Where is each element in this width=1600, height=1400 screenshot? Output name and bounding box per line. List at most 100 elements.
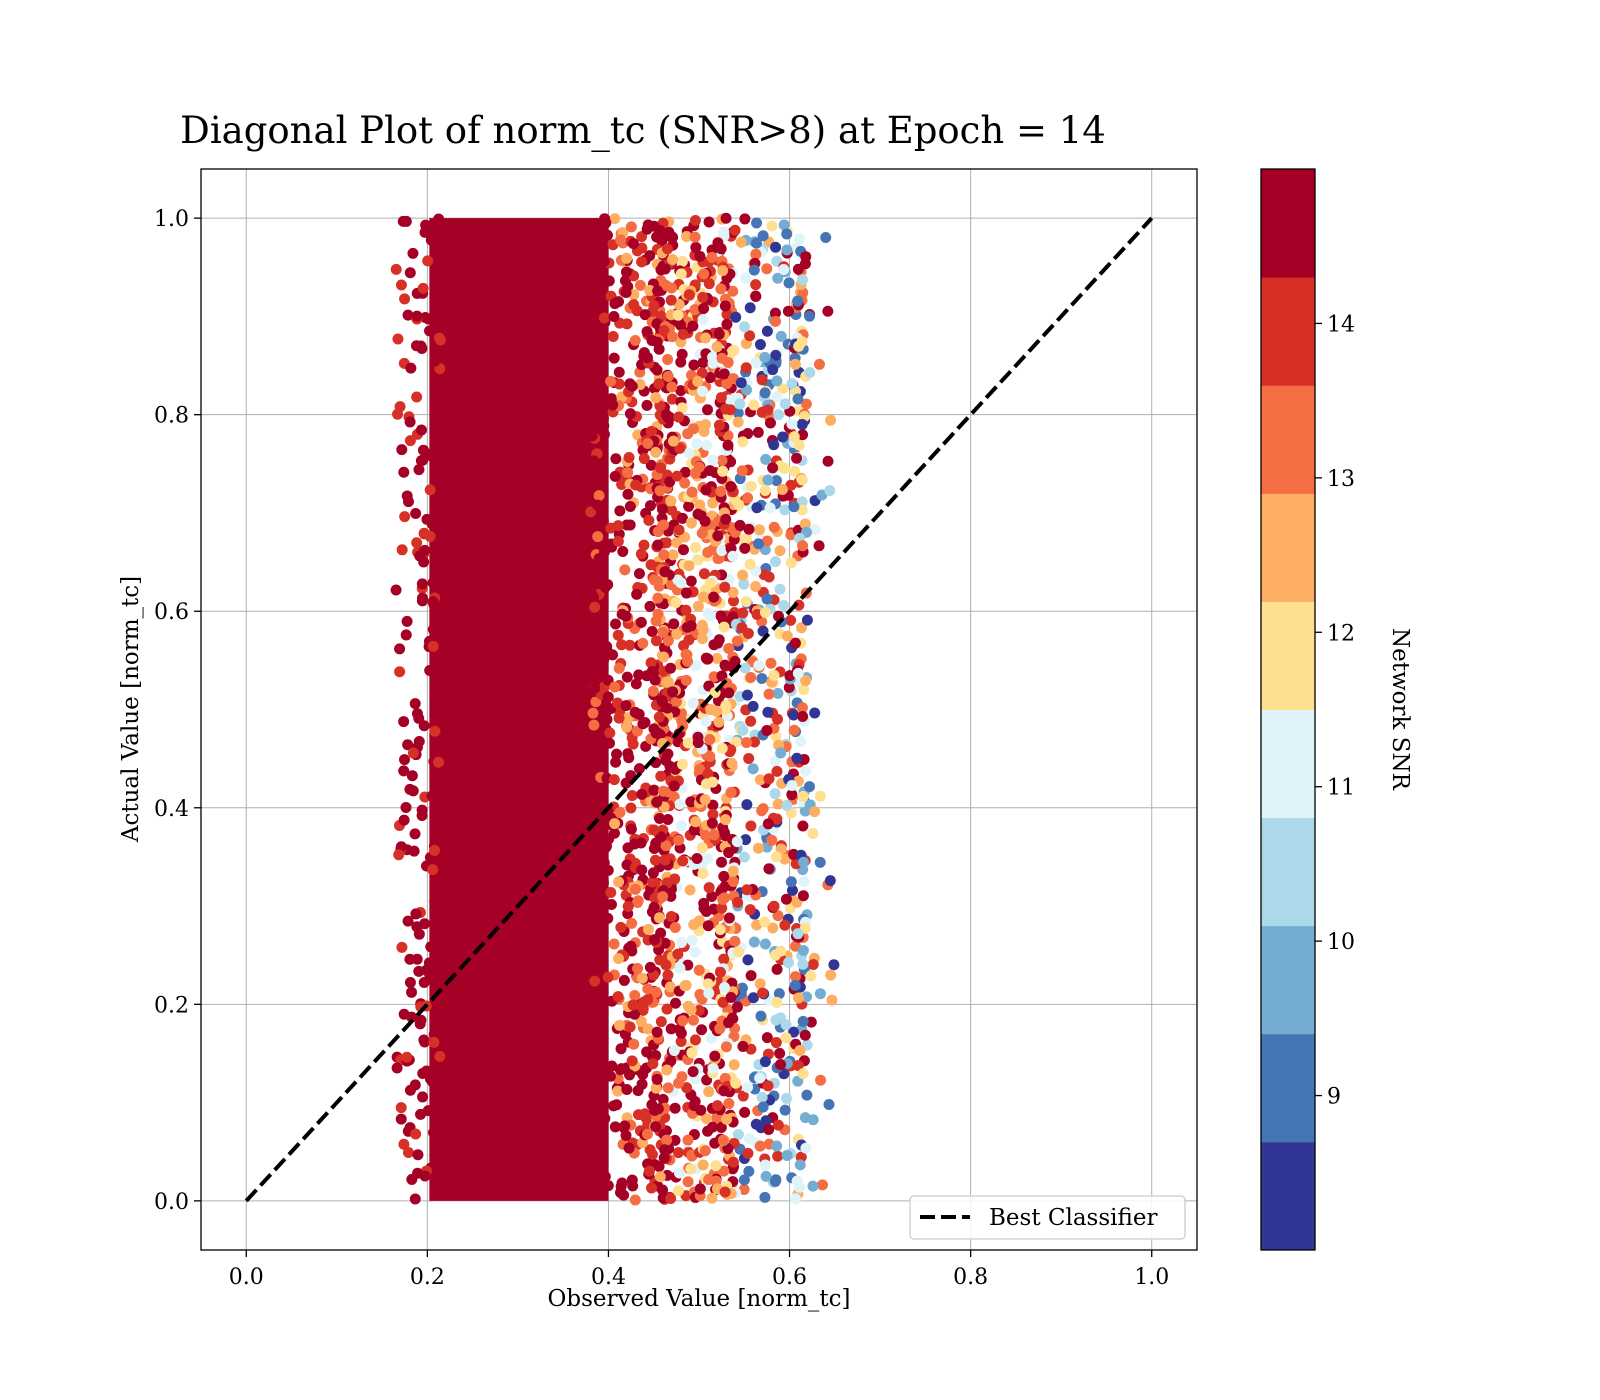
data-point — [667, 686, 679, 698]
data-point — [675, 385, 687, 397]
data-point — [660, 959, 672, 971]
data-point — [698, 268, 710, 280]
colorbar-tick-label: 14 — [1327, 312, 1355, 337]
data-point — [625, 221, 637, 233]
best-classifier-line — [244, 216, 1154, 1203]
data-point — [760, 1115, 772, 1127]
data-point — [619, 564, 631, 576]
data-point — [769, 307, 781, 319]
data-point — [589, 948, 601, 960]
data-point — [429, 355, 441, 367]
data-point — [720, 212, 732, 224]
data-point — [642, 983, 654, 995]
colorbar-segment — [1261, 1033, 1315, 1143]
data-point — [434, 239, 446, 251]
data-point — [622, 900, 634, 912]
data-point — [731, 1001, 743, 1013]
data-point — [740, 834, 752, 846]
data-point — [725, 787, 737, 799]
data-point — [822, 305, 834, 317]
data-point — [780, 1032, 792, 1044]
data-point — [800, 765, 812, 777]
data-point — [587, 707, 599, 719]
data-point — [396, 941, 408, 953]
data-point — [600, 841, 612, 853]
data-point — [621, 1083, 633, 1095]
data-point — [665, 911, 677, 923]
data-point — [426, 450, 438, 462]
data-point — [741, 884, 753, 896]
data-point — [651, 1026, 663, 1038]
data-point — [750, 581, 762, 593]
data-point — [729, 655, 741, 667]
data-point — [622, 467, 634, 479]
data-point — [783, 682, 795, 694]
data-point — [608, 352, 620, 364]
data-point — [614, 1019, 626, 1031]
data-point — [799, 1112, 811, 1124]
colorbar-segment — [1261, 1141, 1315, 1251]
data-point — [682, 1176, 694, 1188]
data-point — [688, 359, 700, 371]
data-point — [639, 1108, 651, 1120]
data-point — [720, 699, 732, 711]
data-point — [671, 470, 683, 482]
data-point — [734, 398, 746, 410]
data-point — [395, 1113, 407, 1125]
data-point — [653, 711, 665, 723]
data-point — [736, 465, 748, 477]
data-point — [606, 1060, 618, 1072]
data-point — [592, 377, 604, 389]
data-point — [751, 237, 763, 249]
data-point — [427, 623, 439, 635]
data-point — [689, 231, 701, 243]
data-point — [742, 627, 754, 639]
data-point — [592, 1138, 604, 1150]
data-point — [719, 982, 731, 994]
data-point — [689, 541, 701, 553]
data-point — [689, 304, 701, 316]
data-point — [668, 780, 680, 792]
data-point — [778, 599, 790, 611]
data-point — [704, 610, 716, 622]
data-point — [435, 818, 447, 830]
data-point — [786, 378, 798, 390]
data-point — [691, 438, 703, 450]
data-point — [424, 664, 436, 676]
data-point — [398, 1138, 410, 1150]
data-point — [807, 827, 819, 839]
data-point — [597, 614, 609, 626]
data-point — [410, 1128, 422, 1140]
data-point — [401, 1051, 413, 1063]
data-point — [409, 1193, 421, 1205]
data-point — [662, 814, 674, 826]
data-point — [427, 1076, 439, 1088]
data-point — [614, 1186, 626, 1198]
data-point — [740, 596, 752, 608]
data-point — [707, 808, 719, 820]
data-point — [744, 558, 756, 570]
data-point — [717, 465, 729, 477]
data-point — [744, 302, 756, 314]
legend: Best Classifier — [909, 1195, 1186, 1240]
data-point — [586, 430, 598, 442]
data-point — [798, 684, 810, 696]
data-point — [686, 486, 698, 498]
colorbar-tick-label: 9 — [1327, 1085, 1341, 1110]
data-point — [696, 1024, 708, 1036]
data-point — [757, 1101, 769, 1113]
data-point — [672, 948, 684, 960]
data-point — [716, 352, 728, 364]
data-point — [599, 1112, 611, 1124]
data-point — [760, 1170, 772, 1182]
data-point — [723, 847, 735, 859]
data-point — [737, 1090, 749, 1102]
data-point — [762, 1080, 774, 1092]
data-point — [434, 889, 446, 901]
data-point — [732, 416, 744, 428]
data-point — [703, 216, 715, 228]
data-point — [615, 921, 627, 933]
data-point — [767, 922, 779, 934]
data-point — [602, 971, 614, 983]
data-point — [650, 727, 662, 739]
